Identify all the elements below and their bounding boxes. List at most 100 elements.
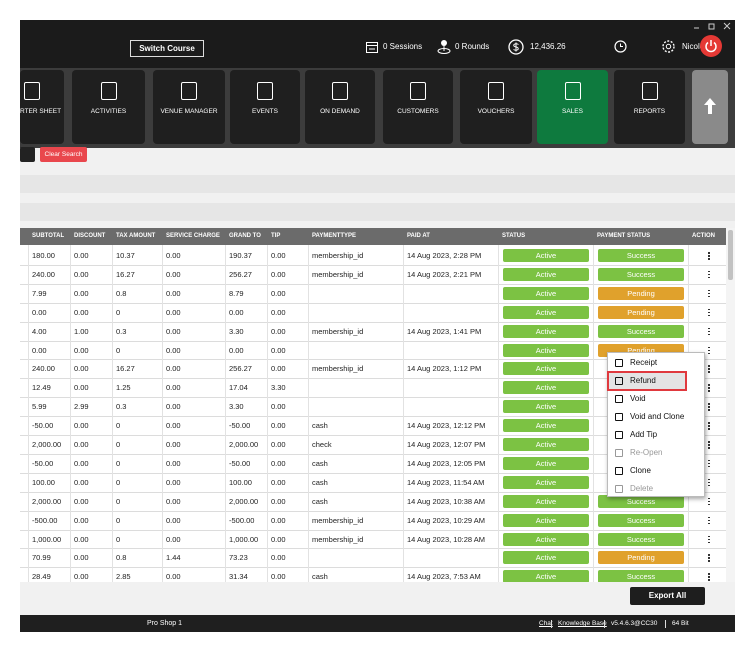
row-action[interactable] [708,255,710,257]
status-badge: Pending [598,286,684,300]
footer-link[interactable]: Chat [539,620,553,627]
nav-label[interactable]: RTER SHEET [20,108,62,115]
status-badge: Active [503,343,589,357]
table-cell: 0.00 [271,572,286,582]
row-action[interactable] [708,500,710,503]
column-header: PAID AT [407,233,430,239]
nav-tile[interactable]: ACTIVITIES [72,70,145,144]
nav-label[interactable]: ON DEMAND [320,108,360,115]
footer-link: v5.4.6.3@CC30 [611,620,658,627]
search-button[interactable] [20,147,35,162]
nav-label[interactable]: VOUCHERS [477,108,515,115]
nav-tile[interactable]: VENUE MANAGER [153,70,225,144]
settings-icon[interactable] [661,39,676,54]
row-action[interactable] [708,538,710,540]
table-cell: cash [312,496,328,506]
table-cell: 73.23 [229,553,248,563]
table-cell: 0.00 [74,364,89,374]
window-controls[interactable] [692,22,734,32]
footer-link[interactable]: Knowledge Base [558,620,607,627]
nav-tile[interactable]: EVENTS [230,70,300,144]
switch-course-button[interactable]: Switch Course [130,40,204,57]
status-badge: Active [503,362,589,376]
nav-up-tile[interactable] [692,70,728,144]
row-action[interactable] [708,462,710,465]
nav-tile[interactable]: RTER SHEET [20,70,64,144]
nav-tile[interactable]: REPORTS [614,70,685,144]
export-all-button[interactable]: Export All [630,587,705,605]
table-cell: cash [312,421,328,431]
menu-item[interactable]: Refund [607,371,687,391]
menu-item[interactable]: Void [608,390,706,408]
table-cell: -500.00 [32,515,58,525]
table-cell: 0.00 [166,496,181,506]
table-cell: 0.00 [74,553,89,563]
row-action[interactable] [708,481,710,484]
table-cell: 14 Aug 2023, 7:53 AM [407,572,481,582]
table-cell: 7.99 [32,288,47,298]
nav-tile[interactable]: CUSTOMERS [383,70,453,144]
clock-icon[interactable] [614,40,627,53]
row-action[interactable] [708,330,710,333]
row-action[interactable] [708,406,710,408]
footer-separator [551,620,552,628]
nav-label[interactable]: CUSTOMERS [397,108,439,115]
menu-item[interactable]: Receipt [608,354,706,372]
nav-tile[interactable]: SALES [537,70,608,144]
status-badge: Success [598,324,684,338]
table-cell: 0.00 [74,251,89,260]
table-cell: 10.37 [116,251,135,260]
nav-tile[interactable]: VOUCHERS [460,70,532,144]
row-line [20,435,726,436]
up-arrow [704,98,716,114]
nav-label[interactable]: VENUE MANAGER [160,108,218,115]
table-cell: 0.00 [271,496,286,506]
table-cell: 0.00 [166,440,181,449]
row-action[interactable] [708,425,710,427]
nav-icon [181,82,197,100]
row-action[interactable] [708,368,710,370]
status-badge: Active [503,438,589,451]
row-action[interactable] [708,557,710,559]
row-action[interactable] [708,576,710,578]
table-cell: 14 Aug 2023, 10:38 AM [407,496,485,506]
scrollbar[interactable] [726,228,735,582]
table-cell: 0 [116,345,121,355]
nav-label[interactable]: EVENTS [251,108,278,115]
scrollbar-thumb[interactable] [728,230,733,280]
column-line [593,245,594,582]
nav-tile[interactable]: ON DEMAND [305,70,375,144]
table-cell: 14 Aug 2023, 10:29 AM [407,515,485,525]
status-badge: Active [503,419,589,433]
table-cell: 0.00 [32,345,47,355]
table-cell: 70.99 [32,553,51,563]
nav-label[interactable]: ACTIVITIES [90,108,127,115]
row-action[interactable] [708,387,710,389]
sessions-label: 0 Sessions [383,42,423,51]
row-action[interactable] [708,292,710,295]
menu-item[interactable]: Add Tip [608,426,706,444]
table-cell: 256.27 [229,364,252,374]
menu-item[interactable]: Clone [608,462,706,480]
status-badge: Active [503,249,589,262]
menu-item[interactable]: Void and Clone [608,408,706,426]
table-cell: 100.00 [229,477,252,487]
balance-value: 12,436.26 [530,42,566,51]
table-cell: 0.00 [74,383,89,393]
power-button[interactable] [700,35,722,57]
column-header: SERVICE CHARGE [166,233,220,239]
table-cell: 31.34 [229,572,248,582]
row-action[interactable] [708,444,710,446]
row-action[interactable] [708,311,710,314]
row-action[interactable] [708,519,710,522]
table-cell: 0 [116,307,121,317]
nav-label[interactable]: SALES [562,108,583,115]
nav-label[interactable]: REPORTS [633,108,666,115]
table-cell: membership_id [312,534,364,544]
table-cell: 12.49 [32,383,51,393]
row-action[interactable] [708,273,710,276]
column-header: PAYMENTTYPE [312,233,357,239]
clear-search-button[interactable]: Clear Search [40,147,87,162]
row-action[interactable] [708,349,710,351]
